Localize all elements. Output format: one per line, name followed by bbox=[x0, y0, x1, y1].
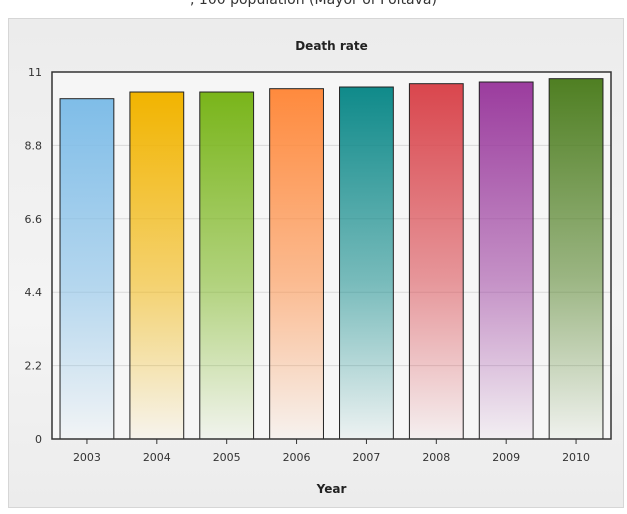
x-tick-label: 2007 bbox=[352, 451, 380, 464]
y-tick-labels: 0 2.2 4.4 6.6 8.8 11 bbox=[25, 66, 43, 446]
y-tick-label: 0 bbox=[35, 433, 42, 446]
x-tick-labels: 2003 2004 2005 2006 2007 2008 2009 2010 bbox=[73, 439, 590, 464]
y-tick-label: 8.8 bbox=[25, 139, 43, 152]
x-axis-label: Year bbox=[316, 482, 347, 496]
plot-frame bbox=[51, 71, 612, 440]
top-title: , 100 population (Mayor of Poltava) bbox=[190, 0, 437, 8]
x-tick-label: 2003 bbox=[73, 451, 101, 464]
x-tick-label: 2010 bbox=[562, 451, 590, 464]
x-tick-label: 2006 bbox=[283, 451, 311, 464]
bar-2008[interactable] bbox=[408, 83, 464, 440]
x-tick-label: 2005 bbox=[213, 451, 241, 464]
bar-2004[interactable] bbox=[129, 91, 185, 440]
bar-2010[interactable] bbox=[548, 78, 604, 440]
y-tick-label: 6.6 bbox=[25, 213, 43, 226]
x-tick-label: 2004 bbox=[143, 451, 171, 464]
bar-2007[interactable] bbox=[339, 86, 394, 440]
y-tick-label: 11 bbox=[28, 66, 42, 79]
chart-title: Death rate bbox=[295, 39, 368, 53]
bar-2009[interactable] bbox=[478, 81, 534, 440]
x-tick-label: 2009 bbox=[492, 451, 520, 464]
y-tick-label: 4.4 bbox=[25, 286, 43, 299]
y-tick-label: 2.2 bbox=[25, 360, 43, 373]
bar-2005[interactable] bbox=[199, 91, 255, 440]
bar-2006[interactable] bbox=[269, 88, 324, 440]
bar-2003[interactable] bbox=[59, 98, 115, 440]
x-tick-label: 2008 bbox=[422, 451, 450, 464]
bars bbox=[59, 78, 604, 440]
